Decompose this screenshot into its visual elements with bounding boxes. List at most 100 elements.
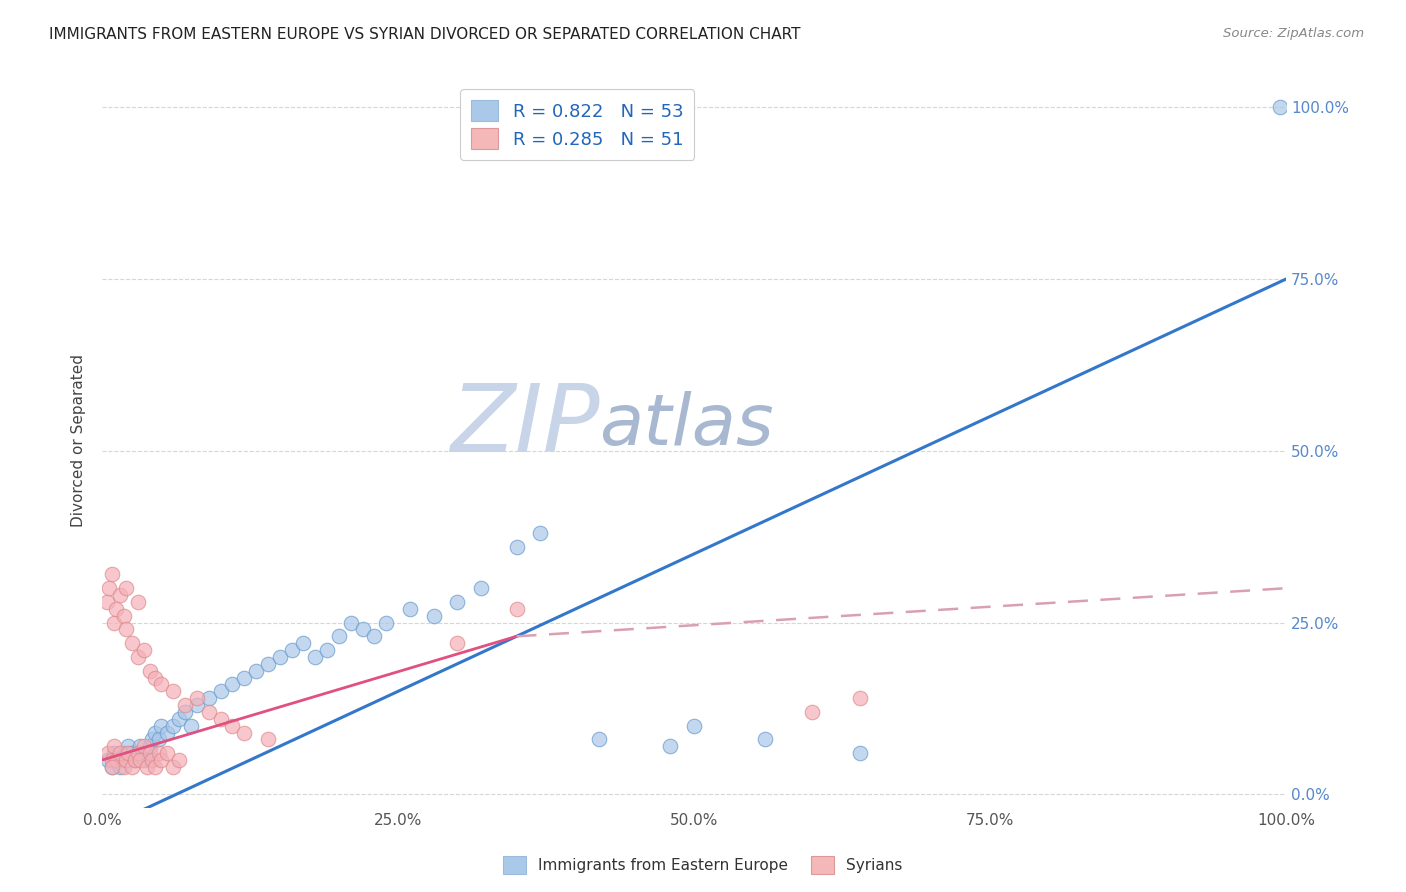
Point bbox=[150, 718, 173, 732]
Text: atlas: atlas bbox=[599, 392, 775, 460]
Point bbox=[316, 643, 339, 657]
Point bbox=[112, 608, 135, 623]
Point bbox=[121, 746, 143, 760]
Point bbox=[174, 698, 197, 712]
Point bbox=[849, 691, 872, 706]
Point bbox=[124, 753, 146, 767]
Point bbox=[375, 615, 398, 630]
Point bbox=[127, 746, 149, 760]
Point bbox=[108, 760, 131, 774]
Point bbox=[328, 629, 350, 643]
Point bbox=[683, 718, 706, 732]
Point bbox=[292, 636, 315, 650]
Point bbox=[186, 691, 208, 706]
Point bbox=[117, 746, 139, 760]
Point bbox=[399, 602, 422, 616]
Y-axis label: Divorced or Separated: Divorced or Separated bbox=[72, 354, 86, 527]
Point bbox=[117, 739, 139, 754]
Point bbox=[105, 602, 128, 616]
Point bbox=[849, 746, 872, 760]
Point bbox=[363, 629, 385, 643]
Point bbox=[150, 677, 173, 691]
Point bbox=[233, 725, 256, 739]
Point bbox=[105, 753, 128, 767]
Point bbox=[129, 739, 152, 754]
Point bbox=[112, 746, 135, 760]
Point bbox=[340, 615, 363, 630]
Point bbox=[98, 581, 121, 595]
Point bbox=[127, 746, 149, 760]
Point bbox=[505, 540, 527, 554]
Point bbox=[145, 671, 167, 685]
Point bbox=[108, 746, 131, 760]
Point bbox=[132, 753, 155, 767]
Point bbox=[221, 718, 243, 732]
Legend: R = 0.822   N = 53, R = 0.285   N = 51: R = 0.822 N = 53, R = 0.285 N = 51 bbox=[460, 89, 695, 160]
Point bbox=[505, 602, 527, 616]
Point bbox=[180, 718, 202, 732]
Point bbox=[127, 595, 149, 609]
Point bbox=[138, 664, 160, 678]
Point bbox=[103, 746, 125, 760]
Point bbox=[588, 732, 610, 747]
Point bbox=[245, 664, 267, 678]
Point bbox=[132, 739, 155, 754]
Point bbox=[145, 760, 167, 774]
Point bbox=[422, 608, 444, 623]
Point bbox=[138, 739, 160, 754]
Point bbox=[100, 760, 122, 774]
Point bbox=[470, 581, 492, 595]
Point bbox=[129, 753, 152, 767]
Point bbox=[100, 753, 122, 767]
Text: Source: ZipAtlas.com: Source: ZipAtlas.com bbox=[1223, 27, 1364, 40]
Point bbox=[121, 760, 143, 774]
Point bbox=[221, 677, 243, 691]
Point bbox=[174, 705, 197, 719]
Text: ZIP: ZIP bbox=[450, 380, 599, 471]
Point bbox=[1268, 100, 1291, 114]
Point bbox=[136, 746, 159, 760]
Point bbox=[127, 649, 149, 664]
Point bbox=[162, 718, 184, 732]
Point bbox=[162, 684, 184, 698]
Point bbox=[150, 753, 173, 767]
Point bbox=[156, 746, 179, 760]
Point bbox=[167, 753, 190, 767]
Legend: Immigrants from Eastern Europe, Syrians: Immigrants from Eastern Europe, Syrians bbox=[498, 850, 908, 880]
Point bbox=[659, 739, 682, 754]
Point bbox=[141, 753, 163, 767]
Point bbox=[162, 760, 184, 774]
Point bbox=[105, 753, 128, 767]
Point bbox=[148, 732, 170, 747]
Point bbox=[136, 760, 159, 774]
Point bbox=[97, 753, 120, 767]
Point bbox=[115, 581, 138, 595]
Point bbox=[186, 698, 208, 712]
Point bbox=[197, 705, 219, 719]
Point bbox=[446, 595, 468, 609]
Text: IMMIGRANTS FROM EASTERN EUROPE VS SYRIAN DIVORCED OR SEPARATED CORRELATION CHART: IMMIGRANTS FROM EASTERN EUROPE VS SYRIAN… bbox=[49, 27, 800, 42]
Point bbox=[138, 746, 160, 760]
Point bbox=[754, 732, 776, 747]
Point bbox=[269, 649, 291, 664]
Point bbox=[801, 705, 824, 719]
Point bbox=[156, 725, 179, 739]
Point bbox=[103, 615, 125, 630]
Point bbox=[167, 712, 190, 726]
Point bbox=[280, 643, 302, 657]
Point bbox=[100, 760, 122, 774]
Point bbox=[132, 643, 155, 657]
Point bbox=[97, 746, 120, 760]
Point bbox=[100, 567, 122, 582]
Point bbox=[197, 691, 219, 706]
Point bbox=[257, 657, 280, 671]
Point bbox=[304, 649, 326, 664]
Point bbox=[115, 753, 138, 767]
Point bbox=[145, 725, 167, 739]
Point bbox=[115, 753, 138, 767]
Point bbox=[141, 732, 163, 747]
Point bbox=[209, 684, 232, 698]
Point bbox=[108, 588, 131, 602]
Point bbox=[209, 712, 232, 726]
Point bbox=[257, 732, 280, 747]
